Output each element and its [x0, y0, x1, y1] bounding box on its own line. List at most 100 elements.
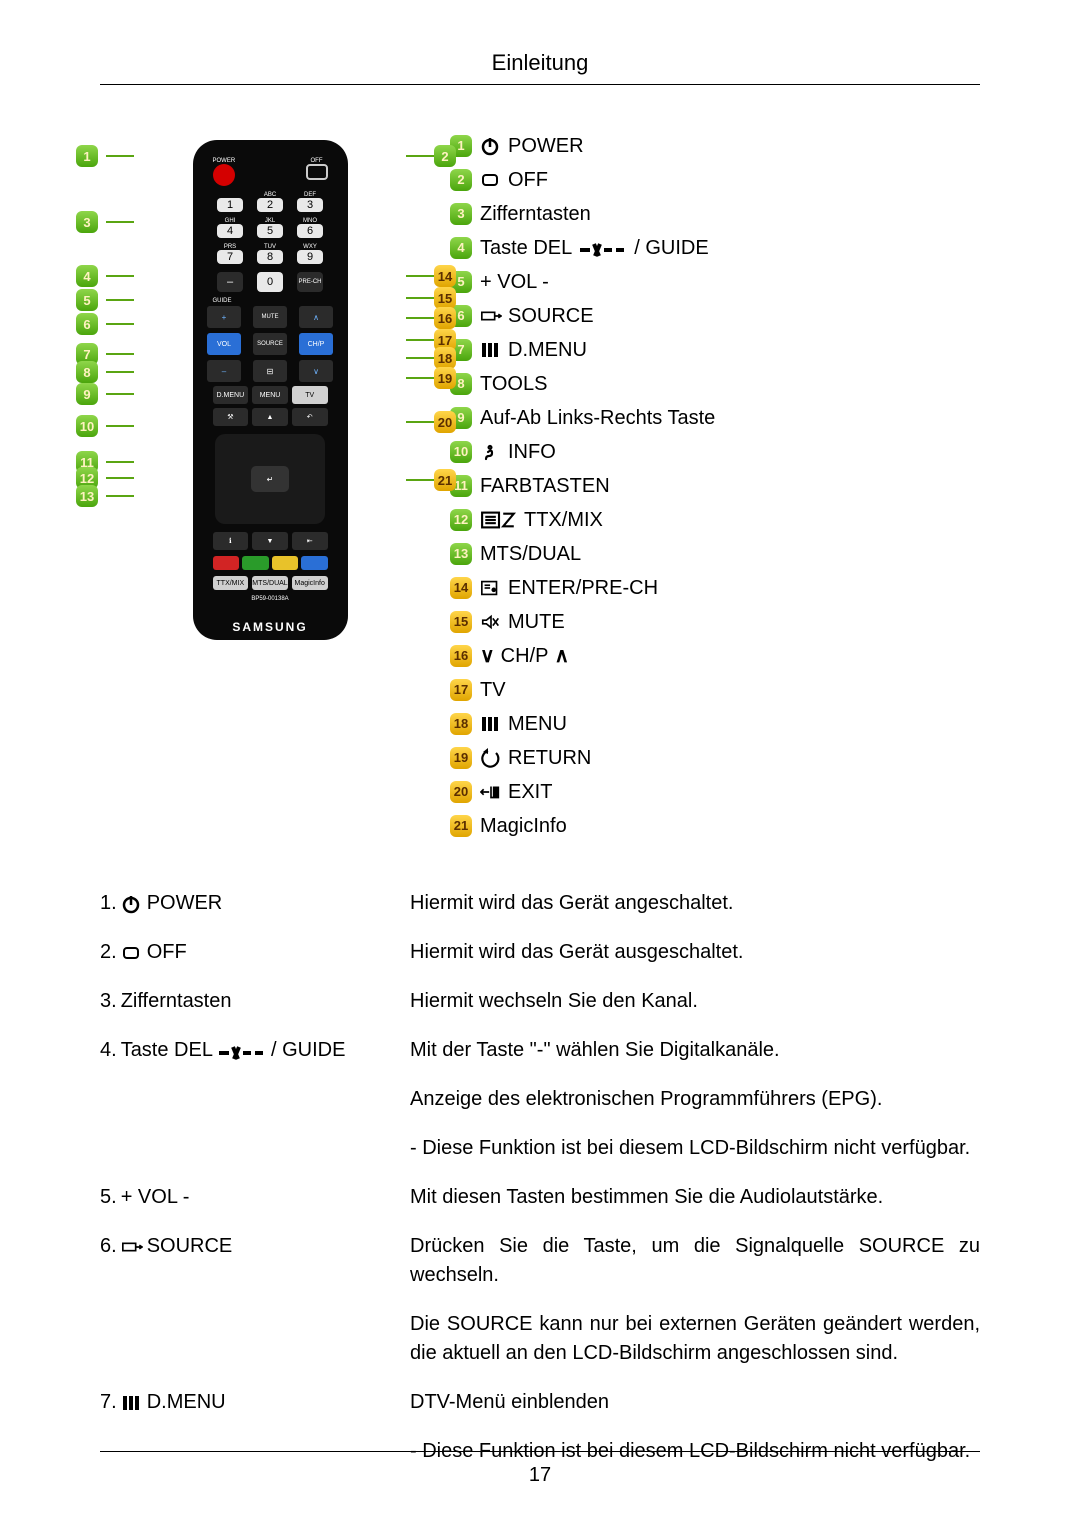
callout-line	[406, 297, 434, 299]
legend-label: Taste DEL / GUIDE	[480, 237, 709, 259]
menu-button[interactable]: MENU	[252, 386, 288, 404]
power-icon	[121, 893, 143, 915]
desc-right: Mit diesen Tasten bestimmen Sie die Audi…	[410, 1173, 980, 1222]
callout-line	[406, 377, 434, 379]
num-3-button[interactable]: 3	[297, 198, 323, 212]
callout-line	[106, 495, 134, 497]
legend-num-3: 3	[450, 203, 472, 225]
callout-line	[406, 339, 434, 341]
legend-label: RETURN	[480, 747, 591, 769]
prech-button[interactable]: PRE-CH	[297, 272, 323, 292]
power-button[interactable]	[213, 164, 235, 186]
source-icon	[121, 1236, 143, 1258]
num-1-button[interactable]: 1	[217, 198, 243, 212]
num-6-button[interactable]: 6	[297, 224, 323, 238]
exit-button[interactable]: ⇤	[292, 532, 328, 550]
up-arrow-button[interactable]: ▲	[252, 408, 288, 426]
legend-item-17: 17TV	[450, 679, 980, 701]
callout-5: 5	[76, 289, 98, 311]
vol-down-button[interactable]: –	[207, 360, 241, 382]
legend-num-16: 16	[450, 645, 472, 667]
desc-right: Mit der Taste "-" wählen Sie Digitalkanä…	[410, 1026, 980, 1075]
source2-button[interactable]: ⊟	[253, 360, 287, 382]
source-icon	[480, 305, 502, 327]
desc-left: 4. Taste DEL / GUIDE	[100, 1026, 410, 1075]
ch-down-button[interactable]: ∨	[299, 360, 333, 382]
guide-label: GUIDE	[213, 298, 328, 304]
legend-num-17: 17	[450, 679, 472, 701]
remote-wrap: 1345678910111213 POWER OFF 1ABC2DEF3GHI4…	[100, 135, 440, 849]
number-keypad: 1ABC2DEF3GHI4JKL5MNO6PRS7TUV8WXY9	[203, 192, 338, 264]
callout-line	[106, 477, 134, 479]
info-icon	[480, 441, 502, 463]
callout-line	[406, 317, 434, 319]
tools-row: ⚒ ▲ ↶	[213, 408, 328, 426]
desc-right: Hiermit wird das Gerät angeschaltet.	[410, 879, 980, 928]
dash-icon	[217, 1040, 267, 1062]
num-5-button[interactable]: 5	[257, 224, 283, 238]
return-icon	[480, 747, 502, 769]
desc-right: Anzeige des elektronischen Programmführe…	[410, 1075, 980, 1124]
tools-button[interactable]: ⚒	[213, 408, 249, 426]
num-4-button[interactable]: 4	[217, 224, 243, 238]
green-button[interactable]	[242, 556, 269, 570]
mtsdual-button[interactable]: MTS/DUAL	[252, 576, 288, 590]
red-button[interactable]	[213, 556, 240, 570]
desc-row: 3. ZifferntastenHiermit wechseln Sie den…	[100, 977, 980, 1026]
tv-button[interactable]: TV	[292, 386, 328, 404]
mute-button[interactable]: MUTE	[253, 306, 287, 328]
off-button[interactable]	[306, 164, 328, 180]
callout-line	[106, 371, 134, 373]
desc-left: 3. Zifferntasten	[100, 977, 410, 1026]
legend-num-14: 14	[450, 577, 472, 599]
callout-13: 13	[76, 485, 98, 507]
enter-button[interactable]: ↵	[251, 466, 289, 492]
num-8-button[interactable]: 8	[257, 250, 283, 264]
down-button[interactable]: ▼	[252, 532, 288, 550]
num-7-button[interactable]: 7	[217, 250, 243, 264]
legend-label: MENU	[480, 713, 567, 735]
legend-label: D.MENU	[480, 339, 587, 361]
ttxmix-button[interactable]: TTX/MIX	[213, 576, 249, 590]
desc-right: Die SOURCE kann nur bei externen Geräten…	[410, 1300, 980, 1378]
desc-left	[100, 1075, 410, 1124]
legend-item-16: 16∨ CH/P ∧	[450, 645, 980, 667]
info-button[interactable]: ℹ	[213, 532, 249, 550]
ch-up-button[interactable]: ∧	[299, 306, 333, 328]
chp-label-button[interactable]: CH/P	[299, 333, 333, 355]
desc-right: DTV-Menü einblenden	[410, 1378, 980, 1427]
blue-button[interactable]	[301, 556, 328, 570]
callout-16: 16	[434, 307, 456, 329]
desc-row: 5. + VOL -Mit diesen Tasten bestimmen Si…	[100, 1173, 980, 1222]
vol-up-button[interactable]: +	[207, 306, 241, 328]
desc-right: Hiermit wechseln Sie den Kanal.	[410, 977, 980, 1026]
dmenu-button[interactable]: D.MENU	[213, 386, 249, 404]
magicinfo-button[interactable]: MagicInfo	[292, 576, 328, 590]
legend-label: MUTE	[480, 611, 565, 633]
legend-label: MagicInfo	[480, 815, 567, 837]
legend-num-10: 10	[450, 441, 472, 463]
callout-1: 1	[76, 145, 98, 167]
del-button[interactable]: –	[217, 272, 243, 292]
page: Einleitung 1345678910111213 POWER OFF 1A	[0, 0, 1080, 1527]
legend-label: TOOLS	[480, 373, 547, 395]
return-button[interactable]: ↶	[292, 408, 328, 426]
power-label: POWER	[213, 158, 236, 164]
desc-left: 7. D.MENU	[100, 1378, 410, 1427]
num-2-button[interactable]: 2	[257, 198, 283, 212]
legend-num-2: 2	[450, 169, 472, 191]
row-del-zero-prech: – 0 PRE-CH	[203, 272, 338, 292]
num-9-button[interactable]: 9	[297, 250, 323, 264]
legend-item-6: 6 SOURCE	[450, 305, 980, 327]
legend-item-21: 21 MagicInfo	[450, 815, 980, 837]
yellow-button[interactable]	[272, 556, 299, 570]
vol-label-button[interactable]: VOL	[207, 333, 241, 355]
source-button[interactable]: SOURCE	[253, 333, 287, 355]
zero-button[interactable]: 0	[257, 272, 283, 292]
legend-label: OFF	[480, 169, 548, 191]
remote-top-row: POWER OFF	[203, 158, 338, 186]
callout-19: 19	[434, 367, 456, 389]
callout-9: 9	[76, 383, 98, 405]
legend-label: TTX/MIX	[480, 509, 603, 531]
legend-num-21: 21	[450, 815, 472, 837]
